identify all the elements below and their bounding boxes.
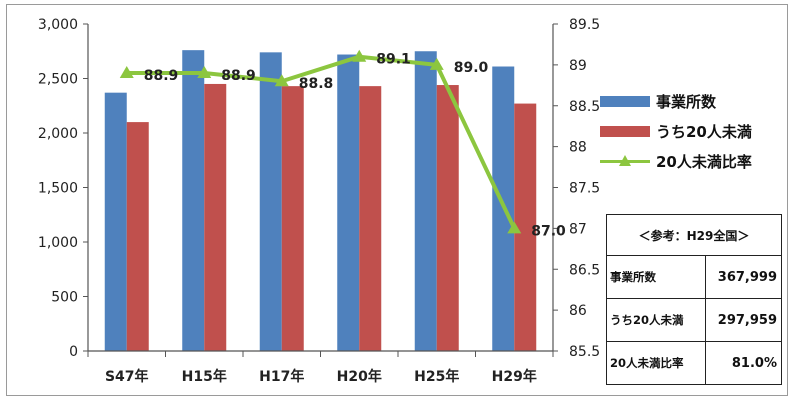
bar — [414, 51, 437, 351]
table-cell-value: 81.0% — [705, 341, 782, 385]
x-tick-label: H17年 — [259, 368, 304, 385]
left-tick-label: 1,500 — [38, 181, 78, 197]
table-cell-value: 297,959 — [705, 298, 782, 342]
ratio-data-label: 89.0 — [454, 60, 489, 76]
ratio-marker — [352, 49, 367, 62]
table-row: うち20人未満 297,959 — [606, 298, 782, 342]
left-tick-label: 0 — [69, 344, 78, 360]
ratio-data-label: 89.1 — [376, 52, 411, 68]
legend-item-under20: うち20人未満 — [600, 116, 752, 146]
table-cell-value: 367,999 — [705, 255, 782, 299]
bar — [126, 122, 149, 351]
x-tick-label: S47年 — [105, 368, 149, 385]
reference-table-header: ＜参考：H29全国＞ — [606, 214, 782, 256]
right-tick-label: 89 — [569, 58, 587, 74]
ratio-data-label: 88.8 — [299, 76, 334, 92]
legend-item-establishments: 事業所数 — [600, 86, 752, 116]
right-tick-label: 88 — [569, 140, 587, 156]
ratio-data-label: 87.0 — [531, 223, 566, 239]
right-tick-label: 86.5 — [569, 262, 600, 278]
table-cell-label: うち20人未満 — [606, 298, 706, 342]
ratio-marker — [119, 66, 134, 79]
left-tick-label: 500 — [51, 290, 78, 306]
bar — [337, 54, 360, 352]
legend-label: 事業所数 — [656, 92, 717, 111]
table-cell-label: 事業所数 — [606, 255, 706, 299]
legend-swatch-blue — [600, 95, 650, 107]
legend-swatch-red — [600, 125, 650, 137]
reference-table: ＜参考：H29全国＞ 事業所数 367,999 うち20人未満 297,959 … — [606, 214, 782, 385]
bar — [359, 86, 382, 351]
right-tick-label: 87.5 — [569, 181, 600, 197]
bar — [514, 103, 537, 351]
legend: 事業所数 うち20人未満 20人未満比率 — [600, 86, 752, 176]
bar — [436, 85, 459, 351]
x-tick-label: H15年 — [182, 368, 227, 385]
table-row: 事業所数 367,999 — [606, 255, 782, 299]
bar — [204, 83, 227, 351]
right-tick-label: 88.5 — [569, 99, 600, 115]
x-tick-label: H29年 — [492, 368, 537, 385]
right-tick-label: 86 — [569, 303, 587, 319]
left-tick-label: 2,000 — [38, 126, 78, 142]
table-cell-label: 20人未満比率 — [606, 341, 706, 385]
bar — [259, 52, 282, 352]
ratio-marker — [274, 74, 289, 87]
ratio-marker — [429, 57, 444, 70]
ratio-data-label: 88.9 — [144, 68, 179, 84]
ratio-data-label: 88.9 — [221, 68, 256, 84]
right-tick-label: 89.5 — [569, 17, 600, 33]
ratio-marker — [507, 221, 522, 234]
bar — [182, 50, 205, 351]
bar — [104, 92, 127, 352]
ratio-marker — [197, 66, 212, 79]
right-tick-label: 85.5 — [569, 344, 600, 360]
right-tick-label: 87 — [569, 221, 587, 237]
x-tick-label: H20年 — [337, 368, 382, 385]
legend-item-ratio: 20人未満比率 — [600, 146, 752, 176]
bar — [281, 86, 304, 351]
x-tick-label: H25年 — [414, 368, 459, 385]
legend-label: 20人未満比率 — [656, 152, 752, 171]
left-tick-label: 3,000 — [38, 17, 78, 33]
left-tick-label: 2,500 — [38, 72, 78, 88]
table-row: 20人未満比率 81.0% — [606, 341, 782, 385]
legend-swatch-line — [600, 154, 650, 168]
left-tick-label: 1,000 — [38, 235, 78, 251]
ratio-line — [126, 54, 517, 230]
legend-label: うち20人未満 — [656, 122, 752, 141]
reference-table-title: ＜参考：H29全国＞ — [606, 214, 782, 256]
